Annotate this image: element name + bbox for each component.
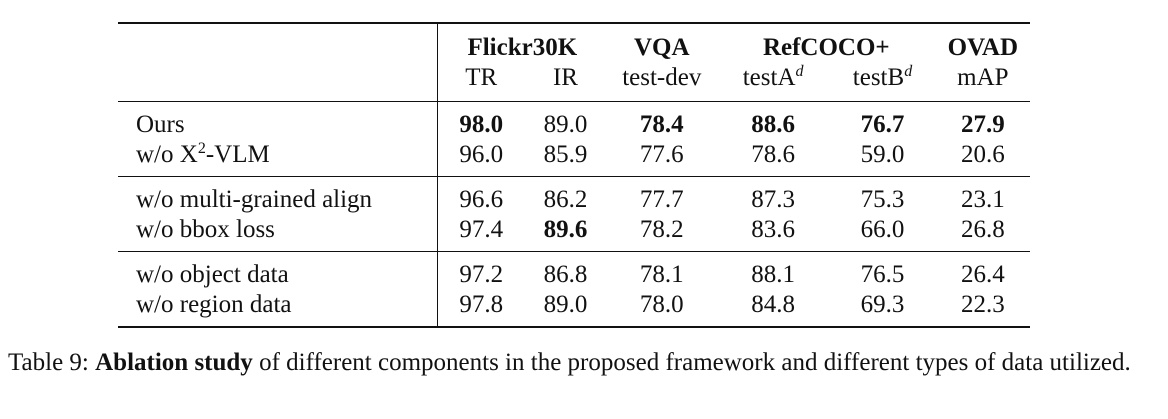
subheader-testb-label: testB [852, 64, 905, 91]
table-row: w/o multi-grained align 96.6 86.2 77.7 8… [118, 176, 1030, 215]
header-flickr30k: Flickr30K [467, 34, 578, 61]
table-header-row-subheads: TR IR test-dev testAd testBd mAP [118, 63, 1030, 102]
row-method-post: -VLM [205, 141, 270, 168]
subheader-ir: IR [552, 64, 578, 91]
table-row: Ours 98.0 89.0 78.4 88.6 76.7 27.9 [118, 101, 1030, 140]
cell-vqa: 78.2 [639, 216, 684, 243]
cell-ir: 89.0 [543, 111, 588, 138]
subheader-testa: testAd [717, 63, 829, 102]
cell-ir: 86.2 [543, 186, 588, 213]
table-row: w/o X2-VLM 96.0 85.9 77.6 78.6 59.0 20.6 [118, 140, 1030, 177]
row-method: w/o region data [118, 290, 439, 327]
cell-testb: 59.0 [860, 141, 905, 168]
cell-testa: 88.6 [751, 111, 795, 138]
caption-label: Table 9: [8, 349, 89, 376]
cell-ovad: 26.8 [960, 216, 1005, 243]
table-caption: Table 9: Ablation study of different com… [8, 348, 1158, 378]
cell-testa: 83.6 [751, 216, 795, 243]
row-method-sup: 2 [197, 140, 206, 157]
cell-tr: 96.6 [459, 186, 504, 213]
cell-testb: 66.0 [860, 216, 905, 243]
cell-testa: 87.3 [751, 186, 795, 213]
cell-ir: 86.8 [543, 261, 588, 288]
header-ovad: OVAD [947, 34, 1019, 61]
cell-testb: 69.3 [860, 291, 905, 318]
cell-testa: 84.8 [751, 291, 795, 318]
row-method: w/o multi-grained align [118, 176, 439, 215]
cell-testa: 78.6 [751, 141, 795, 168]
cell-vqa: 77.7 [639, 186, 684, 213]
subheader-testa-label: testA [742, 64, 796, 91]
subheader-tr: TR [465, 64, 498, 91]
subheader-map: mAP [957, 64, 1009, 91]
cell-tr: 97.2 [459, 261, 504, 288]
subheader-testb-sup: d [904, 63, 913, 80]
subheader-testb: testBd [829, 63, 935, 102]
cell-tr: 97.4 [459, 216, 504, 243]
table-header-row-groups: Flickr30K VQA RefCOCO+ OVAD [118, 23, 1030, 63]
cell-tr: 97.8 [459, 291, 504, 318]
caption-bold: Ablation study [95, 349, 253, 376]
row-method: w/o X2-VLM [118, 140, 439, 177]
cell-ovad: 23.1 [960, 186, 1005, 213]
row-method: Ours [118, 101, 439, 140]
cell-testb: 76.7 [860, 111, 905, 138]
subheader-empty-cell [118, 63, 439, 102]
ablation-table-container: Flickr30K VQA RefCOCO+ OVAD TR IR test-d… [118, 22, 1030, 328]
cell-ir: 89.6 [543, 216, 588, 243]
cell-vqa: 77.6 [639, 141, 684, 168]
cell-tr: 96.0 [459, 141, 504, 168]
cell-ir: 89.0 [543, 291, 588, 318]
header-refcoco: RefCOCO+ [762, 34, 890, 61]
header-vqa: VQA [633, 34, 690, 61]
row-method: w/o bbox loss [118, 215, 439, 252]
table-row: w/o region data 97.8 89.0 78.0 84.8 69.3… [118, 290, 1030, 327]
cell-vqa: 78.0 [639, 291, 684, 318]
cell-vqa: 78.4 [639, 111, 684, 138]
row-method: w/o object data [118, 251, 439, 290]
subheader-testa-sup: d [795, 63, 804, 80]
table-row: w/o bbox loss 97.4 89.6 78.2 83.6 66.0 2… [118, 215, 1030, 252]
header-empty-cell [118, 23, 439, 63]
subheader-test-dev: test-dev [622, 64, 702, 91]
cell-tr: 98.0 [459, 111, 504, 138]
cell-vqa: 78.1 [639, 261, 684, 288]
cell-ovad: 22.3 [960, 291, 1005, 318]
cell-testa: 88.1 [751, 261, 795, 288]
cell-testb: 76.5 [860, 261, 905, 288]
row-method-pre: w/o X [136, 141, 198, 168]
cell-ir: 85.9 [543, 141, 588, 168]
cell-ovad: 20.6 [960, 141, 1005, 168]
caption-text: of different components in the proposed … [252, 349, 1131, 376]
table-row: w/o object data 97.2 86.8 78.1 88.1 76.5… [118, 251, 1030, 290]
ablation-table: Flickr30K VQA RefCOCO+ OVAD TR IR test-d… [118, 22, 1030, 328]
cell-ovad: 26.4 [960, 261, 1005, 288]
cell-ovad: 27.9 [960, 111, 1005, 138]
cell-testb: 75.3 [860, 186, 905, 213]
